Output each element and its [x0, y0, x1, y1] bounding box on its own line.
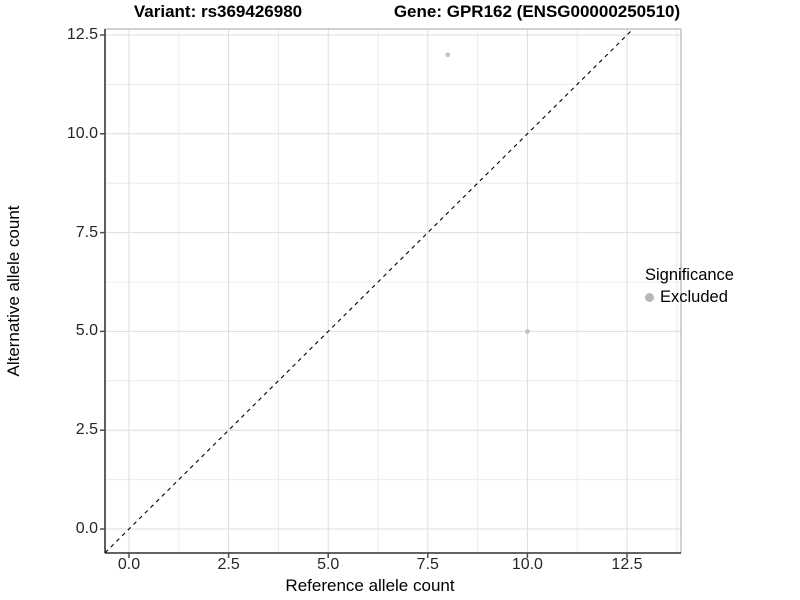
plot-title-variant: Variant: rs369426980: [133, 2, 303, 21]
x-tick-label: 12.5: [611, 556, 643, 573]
y-tick-label: 7.5: [75, 223, 98, 241]
legend-title: Significance: [645, 266, 734, 284]
y-tick-label: 10.0: [66, 124, 98, 142]
y-tick-label: 0.0: [75, 520, 98, 537]
x-tick-label: 10.0: [511, 556, 543, 573]
identity-dashed-line: [104, 28, 634, 554]
y-tick-label: 12.5: [66, 26, 98, 43]
x-tick-label: 7.5: [416, 556, 439, 573]
y-axis-title: Alternative allele count: [4, 205, 23, 377]
y-tick-label: 5.0: [75, 322, 98, 340]
data-point: [525, 329, 530, 334]
legend: Significance Excluded: [645, 266, 734, 307]
x-tick-label: 2.5: [217, 556, 240, 573]
x-tick-label: 0.0: [117, 556, 141, 573]
x-tick-label: 5.0: [317, 556, 340, 573]
plot-panel: [100, 28, 682, 558]
legend-point-icon: [645, 293, 654, 302]
plot-title-gene: Gene: GPR162 (ENSG00000250510): [393, 2, 681, 21]
data-point: [445, 52, 451, 58]
legend-item-excluded: Excluded: [645, 288, 734, 307]
y-tick-label: 2.5: [75, 421, 98, 439]
legend-item-label: Excluded: [660, 288, 728, 306]
x-axis-title: Reference allele count: [285, 576, 455, 595]
